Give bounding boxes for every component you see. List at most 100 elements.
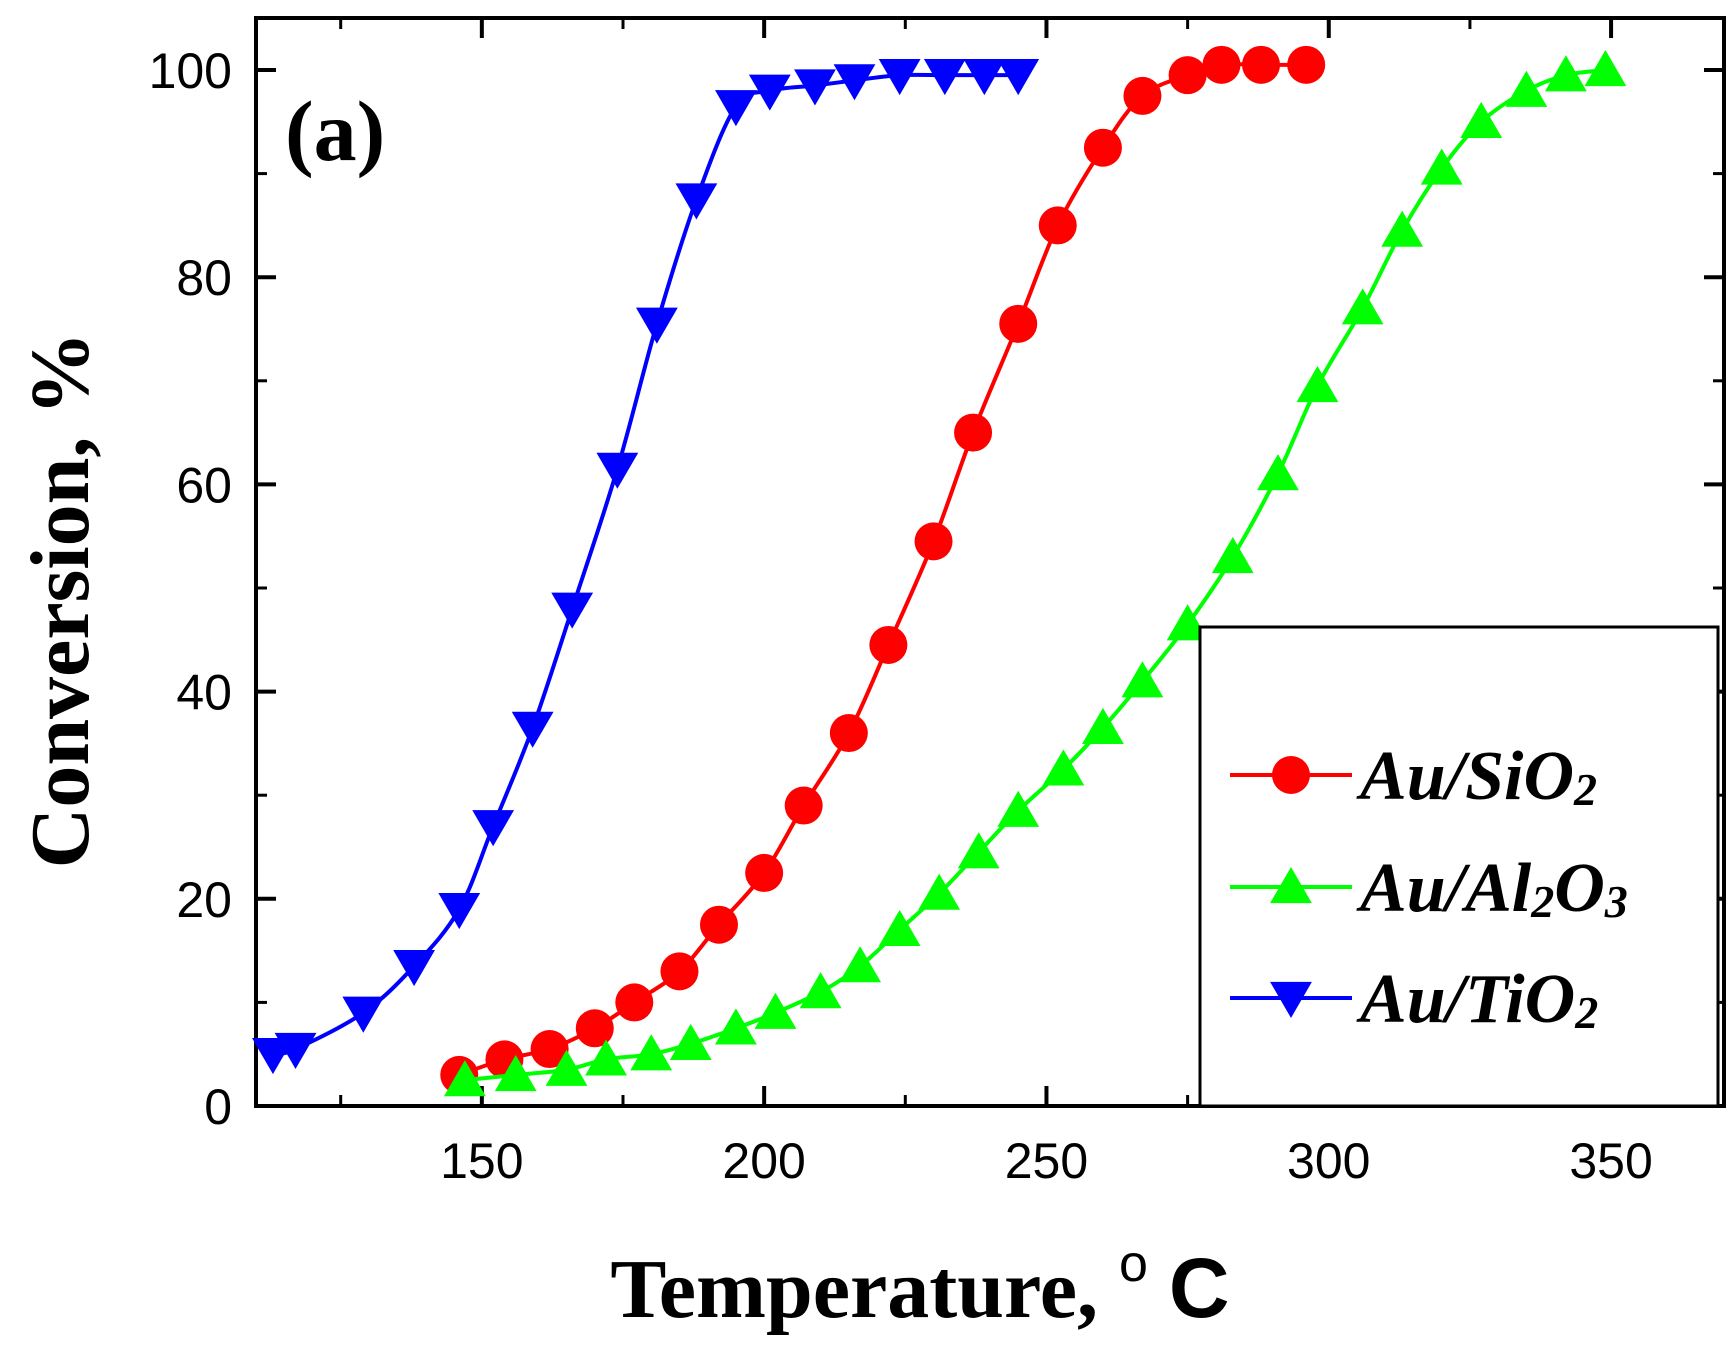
data-point: [472, 810, 515, 847]
y-axis-title: Conversion, %: [14, 332, 107, 869]
series-line: [272, 72, 1019, 1057]
data-point: [551, 592, 594, 629]
data-point: [715, 90, 757, 127]
data-point: [754, 992, 797, 1029]
data-point: [1123, 76, 1162, 115]
data-point: [1257, 454, 1299, 491]
data-point: [923, 59, 966, 96]
x-axis-unit: C: [1169, 1241, 1230, 1335]
data-point: [869, 625, 908, 664]
data-point: [1287, 45, 1326, 84]
data-point: [799, 972, 842, 1009]
data-point: [1121, 661, 1164, 698]
data-point: [1420, 148, 1463, 185]
data-point: [444, 1060, 486, 1097]
series-au-tio2: [252, 59, 1040, 1075]
data-point: [675, 183, 718, 220]
legend-marker: [1270, 981, 1312, 1018]
legend-label: Au/SiO2: [1356, 738, 1597, 815]
data-point: [999, 304, 1038, 343]
data-point: [545, 1049, 588, 1086]
y-tick-label: 0: [204, 1079, 232, 1135]
data-point: [833, 64, 876, 101]
data-point: [1381, 210, 1424, 247]
legend-item: Au/TiO2: [1230, 961, 1598, 1038]
legend: Au/SiO2 Au/Al2O3 Au/TiO2: [1198, 625, 1720, 1108]
data-point: [878, 59, 921, 96]
data-point: [274, 1032, 317, 1069]
data-point: [699, 905, 738, 944]
series-au-sio2: [440, 45, 1326, 1094]
data-point: [1202, 45, 1241, 84]
axes-frame: [254, 16, 1726, 1108]
x-tick-label: 200: [722, 1133, 805, 1189]
data-point: [784, 786, 823, 825]
data-point: [615, 983, 654, 1022]
data-point: [1341, 288, 1384, 325]
legend-box: [1198, 625, 1720, 1108]
data-point: [596, 452, 639, 489]
data-point: [438, 893, 481, 930]
data-point: [635, 307, 678, 344]
data-point: [1460, 101, 1503, 138]
series-au-al2o3: [444, 50, 1627, 1097]
series-layer: [252, 45, 1627, 1097]
data-point: [745, 853, 784, 892]
y-tick-label: 60: [176, 457, 232, 513]
data-point: [1211, 536, 1254, 574]
y-tick-label: 40: [176, 665, 232, 721]
legend-marker: [1272, 756, 1310, 794]
data-point: [630, 1034, 673, 1071]
data-point: [1166, 604, 1209, 641]
x-tick-label: 350: [1569, 1133, 1652, 1189]
y-tick-label: 20: [176, 872, 232, 928]
y-tick-label: 80: [176, 250, 232, 306]
data-point: [918, 873, 961, 910]
legend-label: Au/TiO2: [1356, 961, 1598, 1038]
legend-item: Au/SiO2: [1230, 738, 1597, 815]
x-tick-label: 250: [1005, 1133, 1088, 1189]
data-point: [997, 790, 1040, 827]
data-point: [1545, 55, 1587, 92]
data-point: [1242, 45, 1281, 84]
legend-label: Au/Al2O3: [1356, 850, 1628, 927]
panel-label: (a): [285, 83, 385, 179]
data-point: [1038, 206, 1077, 245]
data-point: [878, 909, 921, 947]
data-point: [957, 832, 1000, 869]
data-point: [748, 74, 791, 111]
data-point: [794, 69, 836, 106]
x-axis-degree-sign: o: [1119, 1235, 1148, 1293]
data-point: [963, 59, 1006, 96]
data-point: [914, 522, 953, 561]
legend-marker: [1270, 867, 1312, 904]
data-point: [1168, 56, 1207, 95]
data-point: [997, 59, 1040, 96]
data-point: [954, 413, 993, 452]
data-point: [585, 1039, 627, 1076]
y-tick-label: 100: [149, 43, 232, 99]
data-point: [1042, 749, 1085, 786]
data-point: [715, 1008, 757, 1045]
x-axis-title: Temperature, o C: [610, 1207, 1229, 1336]
data-point: [669, 1023, 712, 1060]
legend-item: Au/Al2O3: [1230, 850, 1628, 927]
data-point: [660, 952, 699, 991]
data-point: [1083, 128, 1122, 167]
data-point: [575, 1009, 614, 1048]
data-point: [1584, 50, 1627, 87]
data-point: [511, 711, 554, 748]
data-point: [1505, 70, 1548, 107]
data-point: [839, 946, 882, 983]
data-point: [1082, 707, 1124, 745]
data-point: [530, 1030, 569, 1069]
axis-ticks: 150 200 250 300 350 0 20 40 60 80 100: [149, 18, 1724, 1189]
data-point: [494, 1054, 537, 1092]
plot-area: 150 200 250 300 350 0 20 40 60 80 100: [149, 16, 1726, 1189]
x-tick-label: 300: [1287, 1133, 1370, 1189]
data-point: [342, 996, 385, 1033]
data-point: [829, 714, 868, 753]
data-point: [393, 949, 435, 987]
data-point: [1296, 366, 1339, 403]
